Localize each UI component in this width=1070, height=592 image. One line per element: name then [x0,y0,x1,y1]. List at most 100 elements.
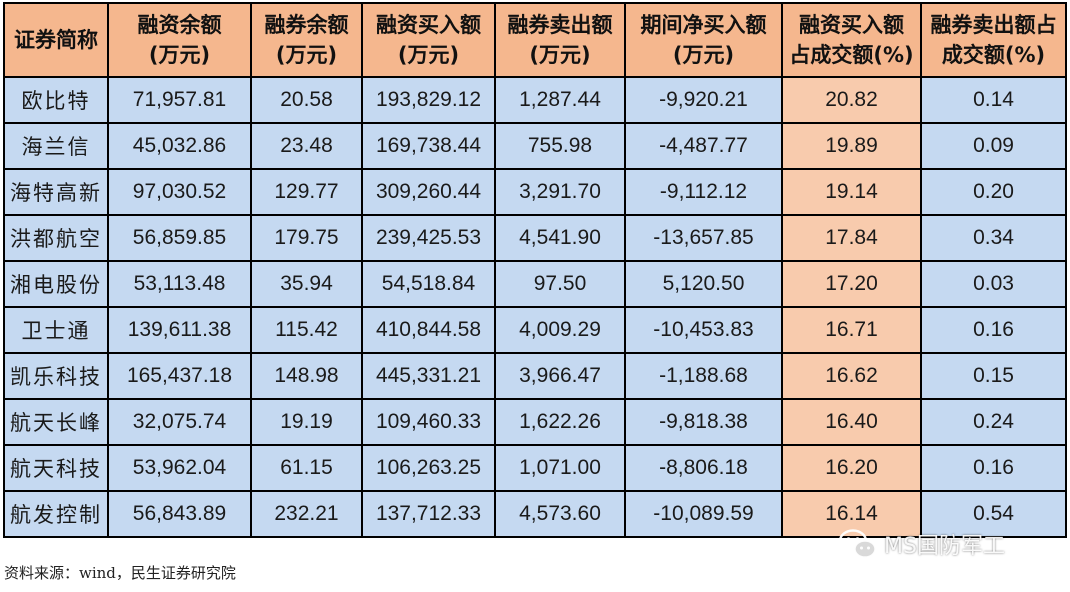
margin-trading-table-container: 证券简称 融资余额 (万元) 融券余额 (万元) 融资买入额 (万元) 融券卖出额 (万元) 期间… [3,2,1067,538]
column-header-line: 融资余额 [137,13,222,37]
table-header: 证券简称 融资余额 (万元) 融券余额 (万元) 融资买入额 (万元) 融券卖出额 (万元) 期间… [3,2,1067,78]
table-cell: 0.16 [920,306,1067,354]
column-header-line: 融资买入额 [376,13,481,37]
table-cell: 32,075.74 [107,398,252,446]
table-cell: 137,712.33 [361,490,496,538]
table-cell: 4,573.60 [494,490,626,538]
column-header-line: 期间净买入额 [640,13,767,37]
table-cell: 16.71 [781,306,922,354]
column-header-6: 融资买入额占成交额(%) [781,2,922,78]
table-cell: 71,957.81 [107,76,252,124]
column-header-5: 期间净买入额 (万元) [624,2,783,78]
table-cell: 410,844.58 [361,306,496,354]
table-cell: 232.21 [250,490,363,538]
table-cell: 0.03 [920,260,1067,308]
security-name-cell: 湘电股份 [3,260,109,308]
table-row: 欧比特 71,957.81 20.58 193,829.12 1,287.44 -9,92… [3,76,1067,124]
table-cell: 755.98 [494,122,626,170]
column-header-line: (万元) [275,43,338,67]
table-cell: -10,453.83 [624,306,783,354]
header-row: 证券简称 融资余额 (万元) 融券余额 (万元) 融资买入额 (万元) 融券卖出额 (万元) 期间… [3,2,1067,78]
table-body: 欧比特 71,957.81 20.58 193,829.12 1,287.44 -9,92… [3,76,1067,538]
table-cell: -9,920.21 [624,76,783,124]
table-row: 航天科技 53,962.04 61.15 106,263.25 1,071.00 -8,8… [3,444,1067,492]
table-cell: 0.14 [920,76,1067,124]
table-cell: 16.62 [781,352,922,400]
table-cell: 23.48 [250,122,363,170]
table-cell: 20.58 [250,76,363,124]
table-cell: -13,657.85 [624,214,783,262]
table-cell: 4,009.29 [494,306,626,354]
column-header-line: 融券卖出额占 [930,13,1057,37]
column-header-line: (万元) [672,43,735,67]
column-header-4: 融券卖出额 (万元) [494,2,626,78]
column-header-3: 融资买入额 (万元) [361,2,496,78]
table-cell: 16.14 [781,490,922,538]
table-cell: 239,425.53 [361,214,496,262]
table-cell: -1,188.68 [624,352,783,400]
column-header-line: 成交额(%) [941,43,1046,67]
table-cell: -9,112.12 [624,168,783,216]
table-cell: 3,966.47 [494,352,626,400]
table-row: 卫士通 139,611.38 115.42 410,844.58 4,009.29 -10… [3,306,1067,354]
table-cell: -4,487.77 [624,122,783,170]
margin-trading-table: 证券简称 融资余额 (万元) 融券余额 (万元) 融资买入额 (万元) 融券卖出额 (万元) 期间… [3,2,1067,538]
table-cell: 17.84 [781,214,922,262]
watermark: MS国防军工 [838,528,1005,560]
table-row: 海兰信 45,032.86 23.48 169,738.44 755.98 -4,487.… [3,122,1067,170]
table-cell: 97,030.52 [107,168,252,216]
column-header-2: 融券余额 (万元) [250,2,363,78]
watermark-text: MS国防军工 [884,534,1005,559]
table-cell: -9,818.38 [624,398,783,446]
security-name-cell: 海兰信 [3,122,109,170]
table-cell: 54,518.84 [361,260,496,308]
column-header-line: 融资买入额 [799,13,904,37]
table-cell: 1,071.00 [494,444,626,492]
security-name-cell: 航天科技 [3,444,109,492]
table-cell: 20.82 [781,76,922,124]
table-cell: 19.19 [250,398,363,446]
table-cell: 0.54 [920,490,1067,538]
table-cell: 139,611.38 [107,306,252,354]
security-name-cell: 洪都航空 [3,214,109,262]
table-cell: 16.20 [781,444,922,492]
table-cell: 35.94 [250,260,363,308]
table-cell: 45,032.86 [107,122,252,170]
table-cell: 56,859.85 [107,214,252,262]
table-row: 洪都航空 56,859.85 179.75 239,425.53 4,541.90 -13… [3,214,1067,262]
table-cell: 0.15 [920,352,1067,400]
column-header-1: 融资余额 (万元) [107,2,252,78]
table-cell: 0.20 [920,168,1067,216]
table-row: 航天长峰 32,075.74 19.19 109,460.33 1,622.26 -9,8… [3,398,1067,446]
table-cell: 53,113.48 [107,260,252,308]
column-header-line: (万元) [529,43,591,67]
table-cell: 109,460.33 [361,398,496,446]
table-cell: 115.42 [250,306,363,354]
table-cell: 17.20 [781,260,922,308]
security-name-cell: 欧比特 [3,76,109,124]
column-header-line: 证券简称 [14,28,98,52]
column-header-7: 融券卖出额占 成交额(%) [920,2,1067,78]
table-cell: 0.09 [920,122,1067,170]
table-cell: 106,263.25 [361,444,496,492]
table-cell: 97.50 [494,260,626,308]
security-name-cell: 卫士通 [3,306,109,354]
security-name-cell: 海特高新 [3,168,109,216]
table-cell: 19.89 [781,122,922,170]
column-header-line: 占成交额(%) [789,43,914,67]
table-row: 凯乐科技 165,437.18 148.98 445,331.21 3,966.47 -1… [3,352,1067,400]
security-name-cell: 凯乐科技 [3,352,109,400]
table-cell: 5,120.50 [624,260,783,308]
table-row: 湘电股份 53,113.48 35.94 54,518.84 97.50 5,120.50… [3,260,1067,308]
table-cell: 1,622.26 [494,398,626,446]
table-cell: 3,291.70 [494,168,626,216]
table-cell: 0.24 [920,398,1067,446]
table-cell: 56,843.89 [107,490,252,538]
table-cell: 4,541.90 [494,214,626,262]
table-cell: 165,437.18 [107,352,252,400]
table-cell: 1,287.44 [494,76,626,124]
column-header-line: (万元) [397,43,460,67]
table-cell: 129.77 [250,168,363,216]
table-cell: 179.75 [250,214,363,262]
table-row: 航发控制 56,843.89 232.21 137,712.33 4,573.60 -10… [3,490,1067,538]
